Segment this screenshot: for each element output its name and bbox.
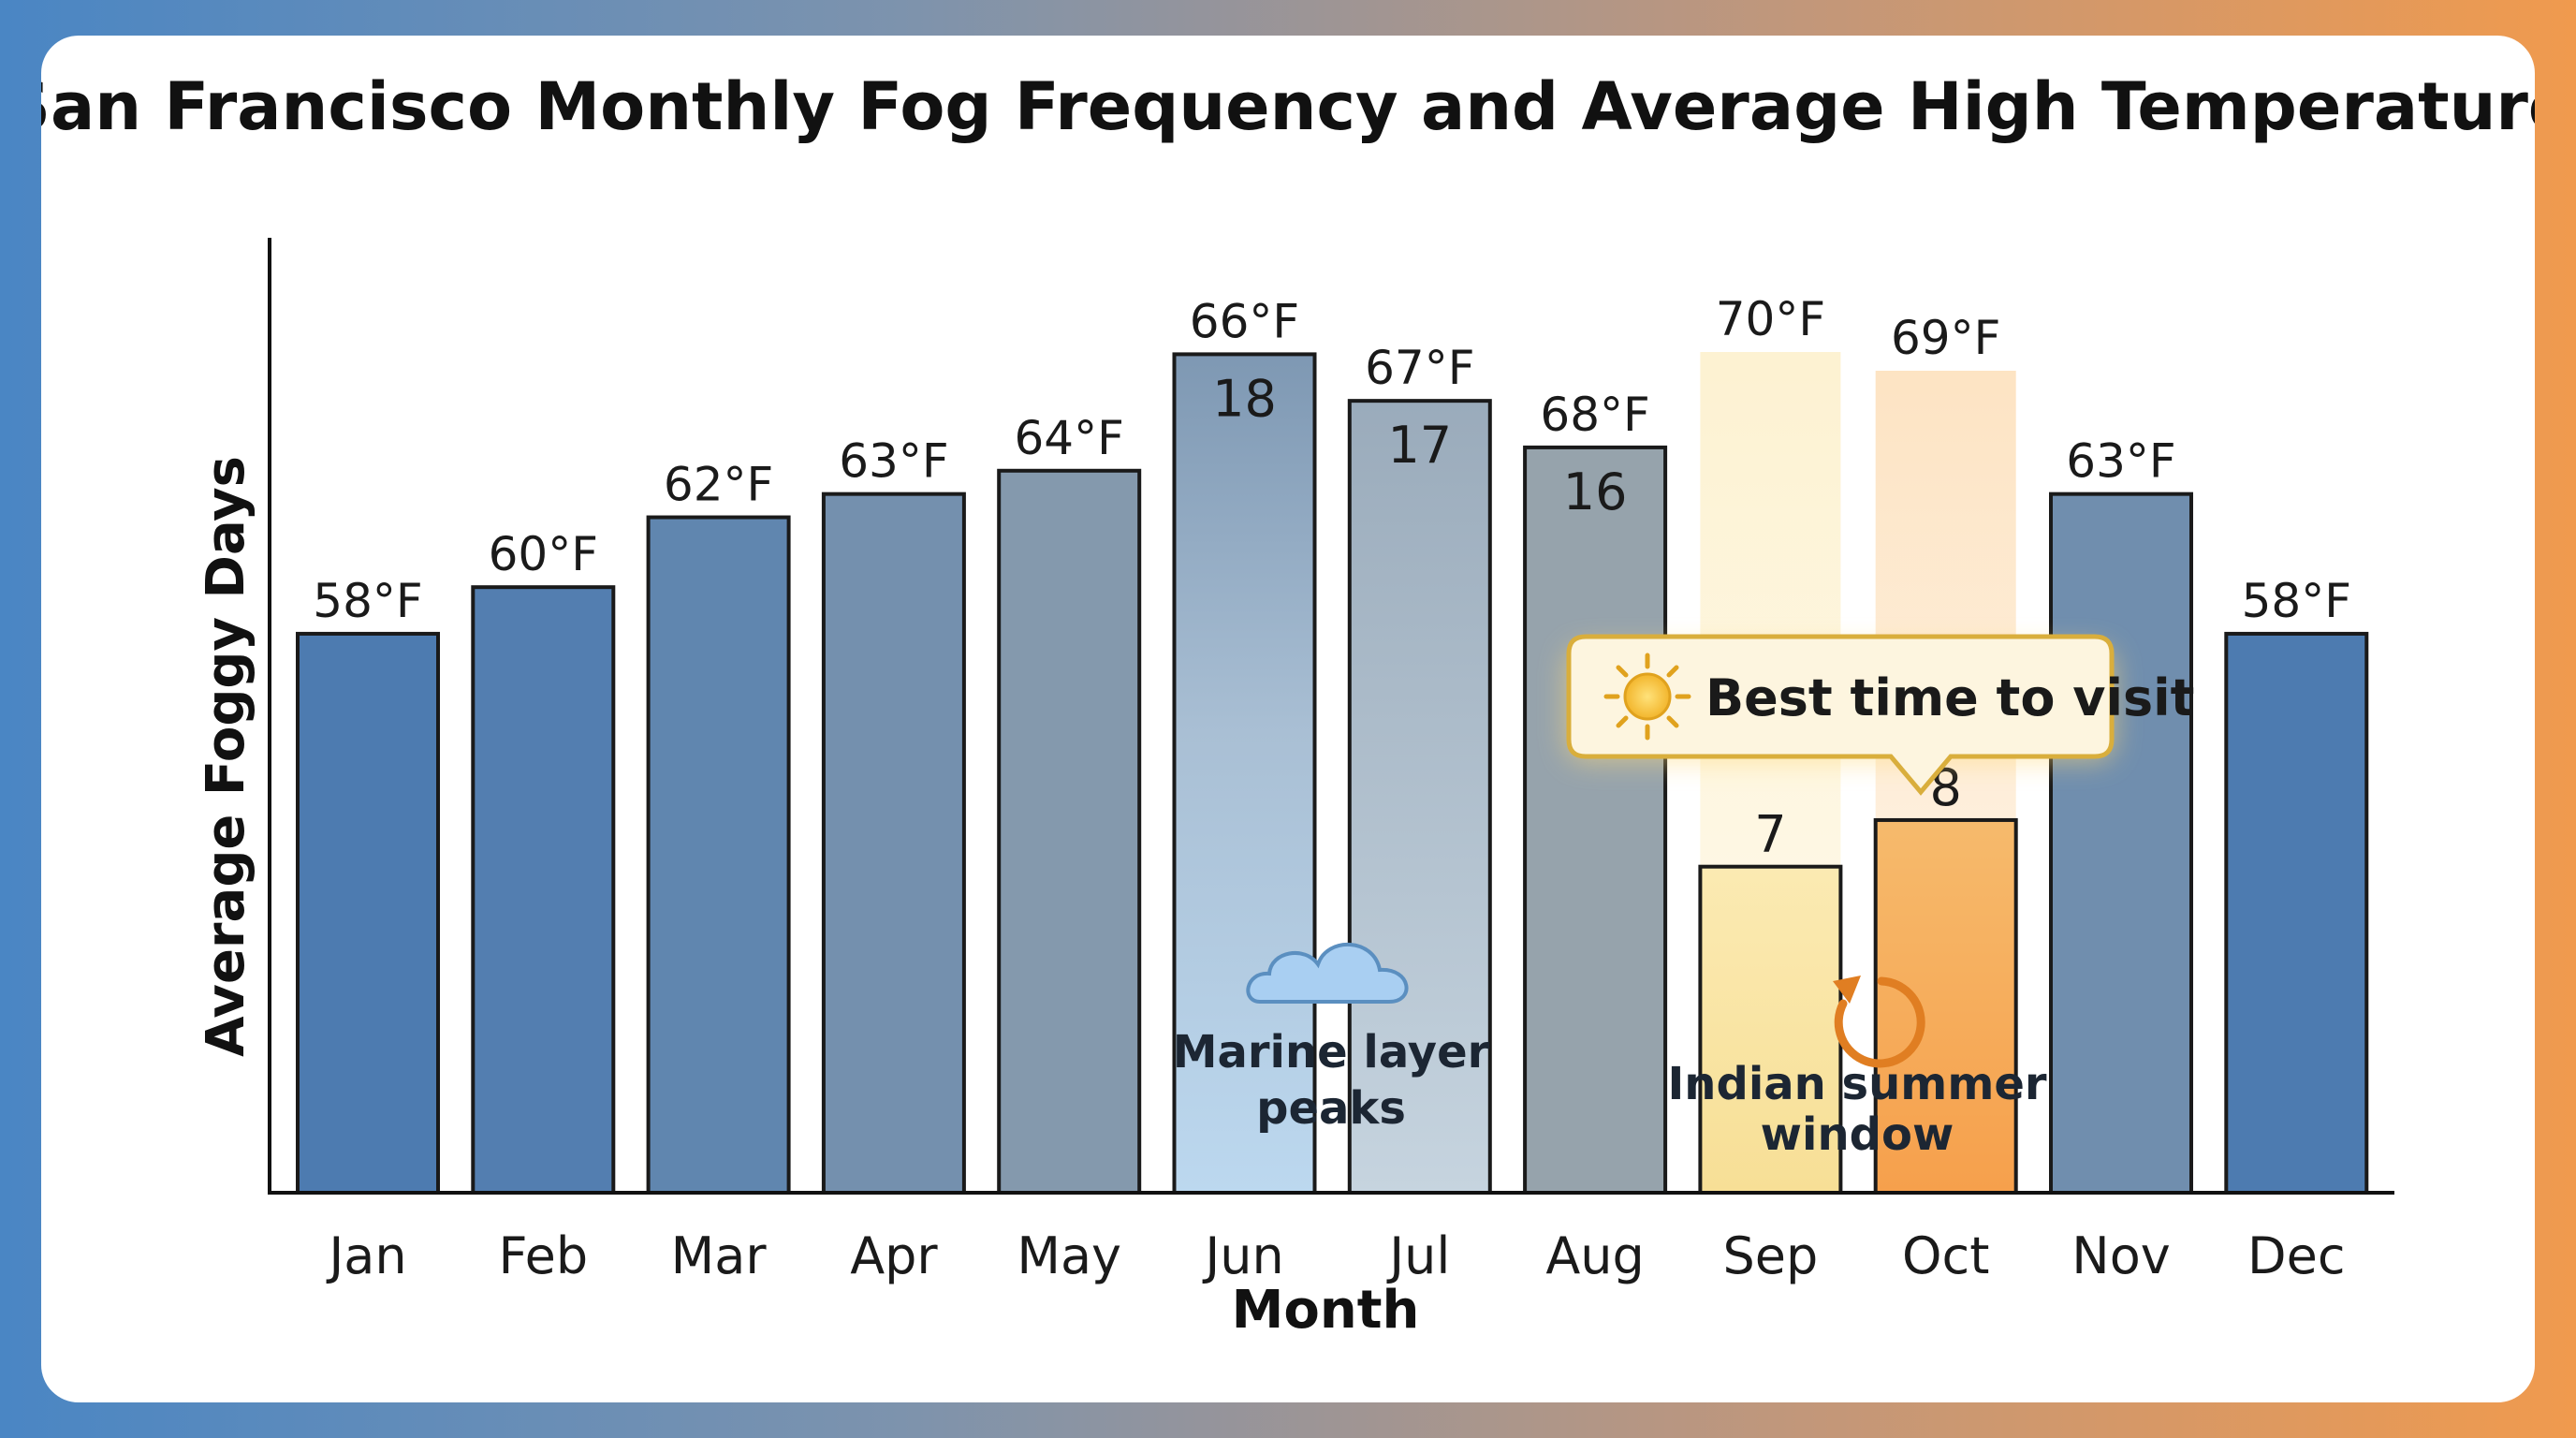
x-tick-feb: Feb [498, 1226, 588, 1285]
bar-apr [821, 492, 966, 1196]
temp-label-sep: 70°F [1716, 292, 1825, 346]
chart-title: San Francisco Monthly Fog Frequency and … [41, 68, 2535, 145]
bar-jan [296, 631, 440, 1195]
y-axis-title: Average Foggy Days [196, 456, 256, 1057]
bar-dec [2224, 631, 2369, 1195]
temp-label-apr: 63°F [839, 434, 948, 489]
value-label-aug: 16 [1563, 462, 1628, 521]
bar-nov [2049, 492, 2193, 1196]
callout-box [1566, 634, 2115, 796]
indian-summer-annotation: Indian summer window [1667, 976, 2047, 1161]
x-tick-oct: Oct [1902, 1226, 1989, 1285]
marine-layer-annotation: Marine layer peaks [1173, 942, 1490, 1135]
bar-aug [1523, 445, 1668, 1195]
bar-feb [471, 585, 616, 1195]
temp-label-oct: 69°F [1891, 311, 2000, 365]
x-tick-nov: Nov [2071, 1226, 2170, 1285]
x-tick-sep: Sep [1723, 1226, 1819, 1285]
x-tick-jul: Jul [1386, 1226, 1450, 1285]
bar-jun [1172, 352, 1317, 1195]
temp-label-jul: 67°F [1365, 341, 1474, 395]
x-tick-jun: Jun [1202, 1226, 1283, 1285]
bar-jul [1347, 399, 1492, 1195]
best-time-text: Best time to visit [1705, 668, 2194, 727]
x-tick-aug: Aug [1545, 1226, 1644, 1285]
x-tick-may: May [1017, 1226, 1121, 1285]
bar-mar [646, 515, 791, 1195]
temp-label-mar: 62°F [664, 458, 773, 512]
x-tick-dec: Dec [2247, 1226, 2346, 1285]
indian-summer-line-2: window [1761, 1108, 1954, 1161]
marine-layer-line-2: peaks [1256, 1082, 1406, 1135]
x-tick-mar: Mar [671, 1226, 768, 1285]
bar-may [997, 468, 1142, 1195]
best-time-callout: Best time to visit [1565, 634, 2194, 796]
value-label-jul: 17 [1387, 416, 1452, 475]
cycle-arrow-icon [1833, 976, 1925, 1068]
chart: San Francisco Monthly Fog Frequency and … [41, 68, 2535, 1341]
marine-layer-line-1: Marine layer [1173, 1026, 1490, 1078]
x-tick-apr: Apr [850, 1226, 938, 1285]
value-label-sep: 7 [1754, 805, 1786, 864]
temp-label-may: 64°F [1015, 411, 1124, 465]
x-axis-title: Month [1232, 1280, 1420, 1341]
temp-label-jan: 58°F [313, 574, 422, 628]
glow-column-sep [1700, 352, 1841, 867]
cloud-icon [1246, 942, 1409, 1004]
temp-label-feb: 60°F [489, 527, 598, 581]
indian-summer-line-1: Indian summer [1667, 1058, 2046, 1110]
sun-icon [1603, 653, 1691, 741]
temp-label-dec: 58°F [2242, 574, 2351, 628]
bar-sep [1698, 864, 1843, 1196]
value-label-jun: 18 [1212, 369, 1277, 428]
temp-label-nov: 63°F [2066, 434, 2175, 489]
chart-card: San Francisco Monthly Fog Frequency and … [41, 36, 2535, 1402]
x-tick-jan: Jan [326, 1226, 406, 1285]
temp-label-jun: 66°F [1190, 294, 1299, 348]
temp-label-aug: 68°F [1540, 388, 1649, 442]
